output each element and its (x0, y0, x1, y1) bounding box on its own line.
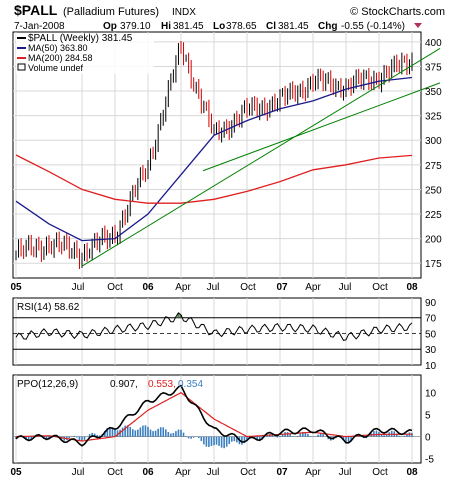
x-axis-price: 05 Jul Oct 06 Apr Jul Oct 07 Apr Jul Oct… (10, 282, 418, 293)
symbol-title: $PALL (14, 2, 58, 18)
exchange-label: INDX (172, 7, 196, 18)
x-tick-label: 06 (142, 467, 154, 478)
rsi-line (15, 312, 413, 341)
ppo-line (15, 384, 413, 447)
x-tick-label: Apr (175, 282, 191, 293)
x-tick-label: 05 (10, 282, 22, 293)
x-axis-ppo: 05 Jul Oct 06 Apr Jul Oct 07 Apr Jul Oct… (10, 467, 418, 478)
legend-volume: Volume undef (28, 63, 84, 73)
quote-high-label: Hi (161, 21, 171, 32)
y-tick-label: 30 (425, 345, 437, 356)
x-tick-label: 07 (276, 282, 288, 293)
y-tick-label: 10 (425, 389, 437, 400)
y-tick-label: 400 (425, 38, 442, 49)
x-tick-label: Apr (305, 467, 321, 478)
y-tick-label: 175 (425, 259, 442, 270)
ppo-label-value: 0.907, (110, 379, 138, 390)
legend-volume-swatch (17, 63, 26, 71)
x-tick-label: Jul (207, 467, 220, 478)
change-down-icon (414, 23, 422, 28)
x-tick-label: Jul (72, 467, 85, 478)
y-tick-label: 300 (425, 136, 442, 147)
y-tick-label: 275 (425, 161, 442, 172)
quote-low: 378.65 (226, 21, 257, 32)
y-tick-label: 225 (425, 210, 442, 221)
ma200-line (15, 154, 413, 204)
ppo-panel (12, 374, 422, 464)
x-tick-label: Jul (339, 282, 352, 293)
y-tick-label: 5 (425, 411, 431, 422)
x-tick-label: Oct (372, 282, 388, 293)
ma50-line (15, 76, 413, 242)
x-tick-label: 07 (276, 467, 288, 478)
trendline (202, 82, 441, 172)
legend-ma50: MA(50) 363.80 (28, 43, 88, 53)
x-tick-label: 08 (406, 282, 418, 293)
y-tick-label: 200 (425, 235, 442, 246)
x-tick-label: Jul (72, 282, 85, 293)
ppo-label-signal: 0.553, (148, 379, 176, 390)
x-tick-label: Oct (240, 467, 256, 478)
legend-box (16, 34, 154, 74)
x-tick-label: Jul (207, 282, 220, 293)
quote-change: -0.55 (-0.14%) (341, 21, 405, 32)
ppo-signal-line (15, 391, 412, 442)
y-tick-label: 350 (425, 87, 442, 98)
y-tick-label: 50 (425, 329, 437, 340)
y-tick-label: 90 (425, 298, 437, 309)
quote-change-label: Chg (318, 21, 337, 32)
x-tick-label: Oct (372, 467, 388, 478)
y-tick-label: 375 (425, 62, 442, 73)
x-tick-label: Apr (175, 467, 191, 478)
legend-price: $PALL (Weekly) 381.45 (28, 33, 133, 44)
x-tick-label: 08 (406, 467, 418, 478)
ppo-label-prefix: PPO(12,26,9) (17, 379, 78, 390)
quote-close: 381.45 (278, 21, 309, 32)
watermark: © StockCharts.com (350, 6, 445, 18)
x-tick-label: Jul (339, 467, 352, 478)
quote-open: 379.10 (120, 21, 151, 32)
y-tick-label: 250 (425, 185, 442, 196)
y-tick-label: 10 (425, 361, 437, 372)
quote-open-label: Op (103, 21, 117, 32)
symbol-name: (Palladium Futures) (63, 6, 159, 18)
x-tick-label: 05 (10, 467, 22, 478)
x-tick-label: Oct (107, 467, 123, 478)
y-tick-label: 70 (425, 314, 437, 325)
quote-close-label: Cl (266, 21, 276, 32)
quote-low-label: Lo (213, 21, 225, 32)
quote-date: 7-Jan-2008 (14, 21, 65, 32)
legend-ma200: MA(200) 284.58 (28, 53, 93, 63)
y-tick-label: 0 (425, 433, 431, 444)
x-tick-label: Oct (240, 282, 256, 293)
trendline (81, 48, 441, 267)
x-tick-label: 06 (142, 282, 154, 293)
x-tick-label: Apr (305, 282, 321, 293)
y-tick-label: 325 (425, 112, 442, 123)
rsi-label: RSI(14) 58.62 (17, 302, 80, 313)
y-tick-label: -5 (425, 455, 434, 466)
ppo-label-hist: 0.354 (178, 379, 203, 390)
quote-high: 381.45 (173, 21, 204, 32)
x-tick-label: Oct (107, 282, 123, 293)
